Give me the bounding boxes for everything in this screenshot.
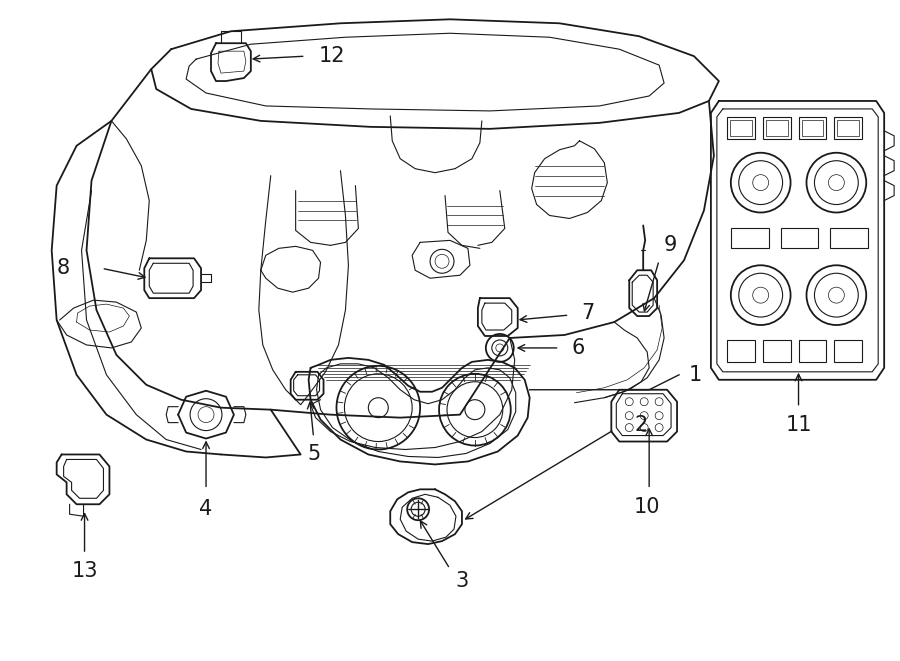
Text: 13: 13: [71, 561, 98, 581]
Text: 1: 1: [689, 365, 702, 385]
Text: 2: 2: [634, 414, 647, 434]
Text: 6: 6: [572, 338, 585, 358]
Text: 7: 7: [581, 303, 595, 323]
Text: 9: 9: [664, 235, 678, 255]
Text: 8: 8: [57, 258, 69, 278]
Text: 12: 12: [319, 46, 345, 66]
Text: 4: 4: [200, 499, 212, 520]
Text: 10: 10: [634, 497, 661, 518]
Text: 3: 3: [455, 571, 468, 591]
Text: 5: 5: [307, 444, 320, 465]
Text: 11: 11: [786, 414, 812, 434]
